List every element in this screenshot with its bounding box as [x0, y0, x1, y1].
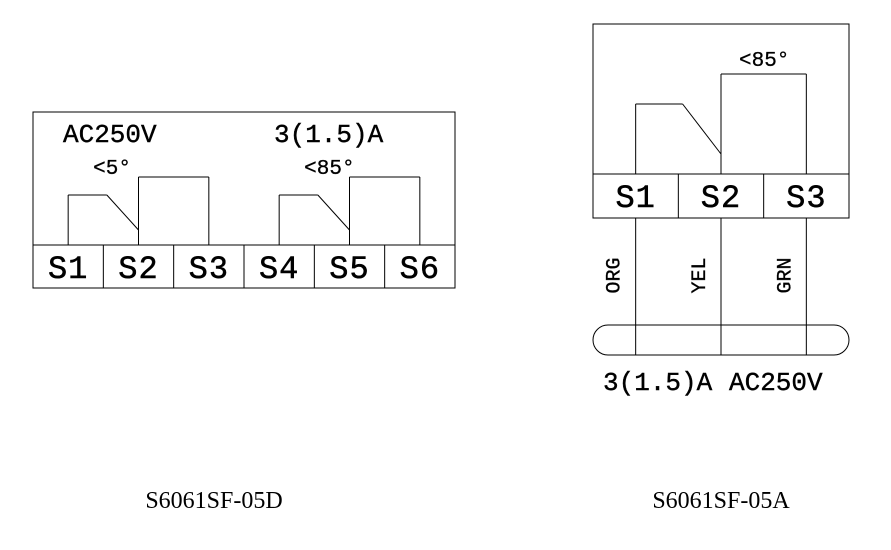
switch-arm: [683, 104, 721, 154]
diagram-b-voltage: AC250V: [729, 368, 823, 398]
wire-label-org: ORG: [604, 257, 627, 293]
diagram-b-caption: S6061SF-05A: [652, 488, 790, 514]
switch-angle-label: <85°: [304, 158, 354, 181]
terminal-label-s5: S5: [329, 251, 369, 288]
terminal-label-s1: S1: [615, 180, 655, 217]
terminal-label-s3: S3: [189, 251, 229, 288]
wire-label-grn: GRN: [774, 257, 797, 293]
terminal-label-s4: S4: [259, 251, 299, 288]
switch-arm: [318, 195, 350, 230]
wiring-diagram-canvas: S1 S2 S3 S4 S5 S6 AC250V 3(1.5)A <5° <85° S6061SF-…: [0, 0, 891, 550]
terminal-label-s6: S6: [400, 251, 440, 288]
switch-angle-label: <5°: [93, 158, 131, 181]
terminal-label-s2: S2: [118, 251, 158, 288]
diagram-a-caption: S6061SF-05D: [145, 488, 282, 514]
terminal-label-s2: S2: [701, 180, 741, 217]
diagram-b-angle: <85°: [739, 50, 789, 73]
terminal-label-s3: S3: [786, 180, 826, 217]
diagram-b-current: 3(1.5)A: [603, 368, 713, 398]
diagram-a-current: 3(1.5)A: [274, 120, 384, 150]
wire-label-yel: YEL: [689, 257, 712, 293]
terminal-label-s1: S1: [48, 251, 88, 288]
diagram-a-voltage: AC250V: [63, 120, 157, 150]
switch-arm: [107, 195, 139, 230]
